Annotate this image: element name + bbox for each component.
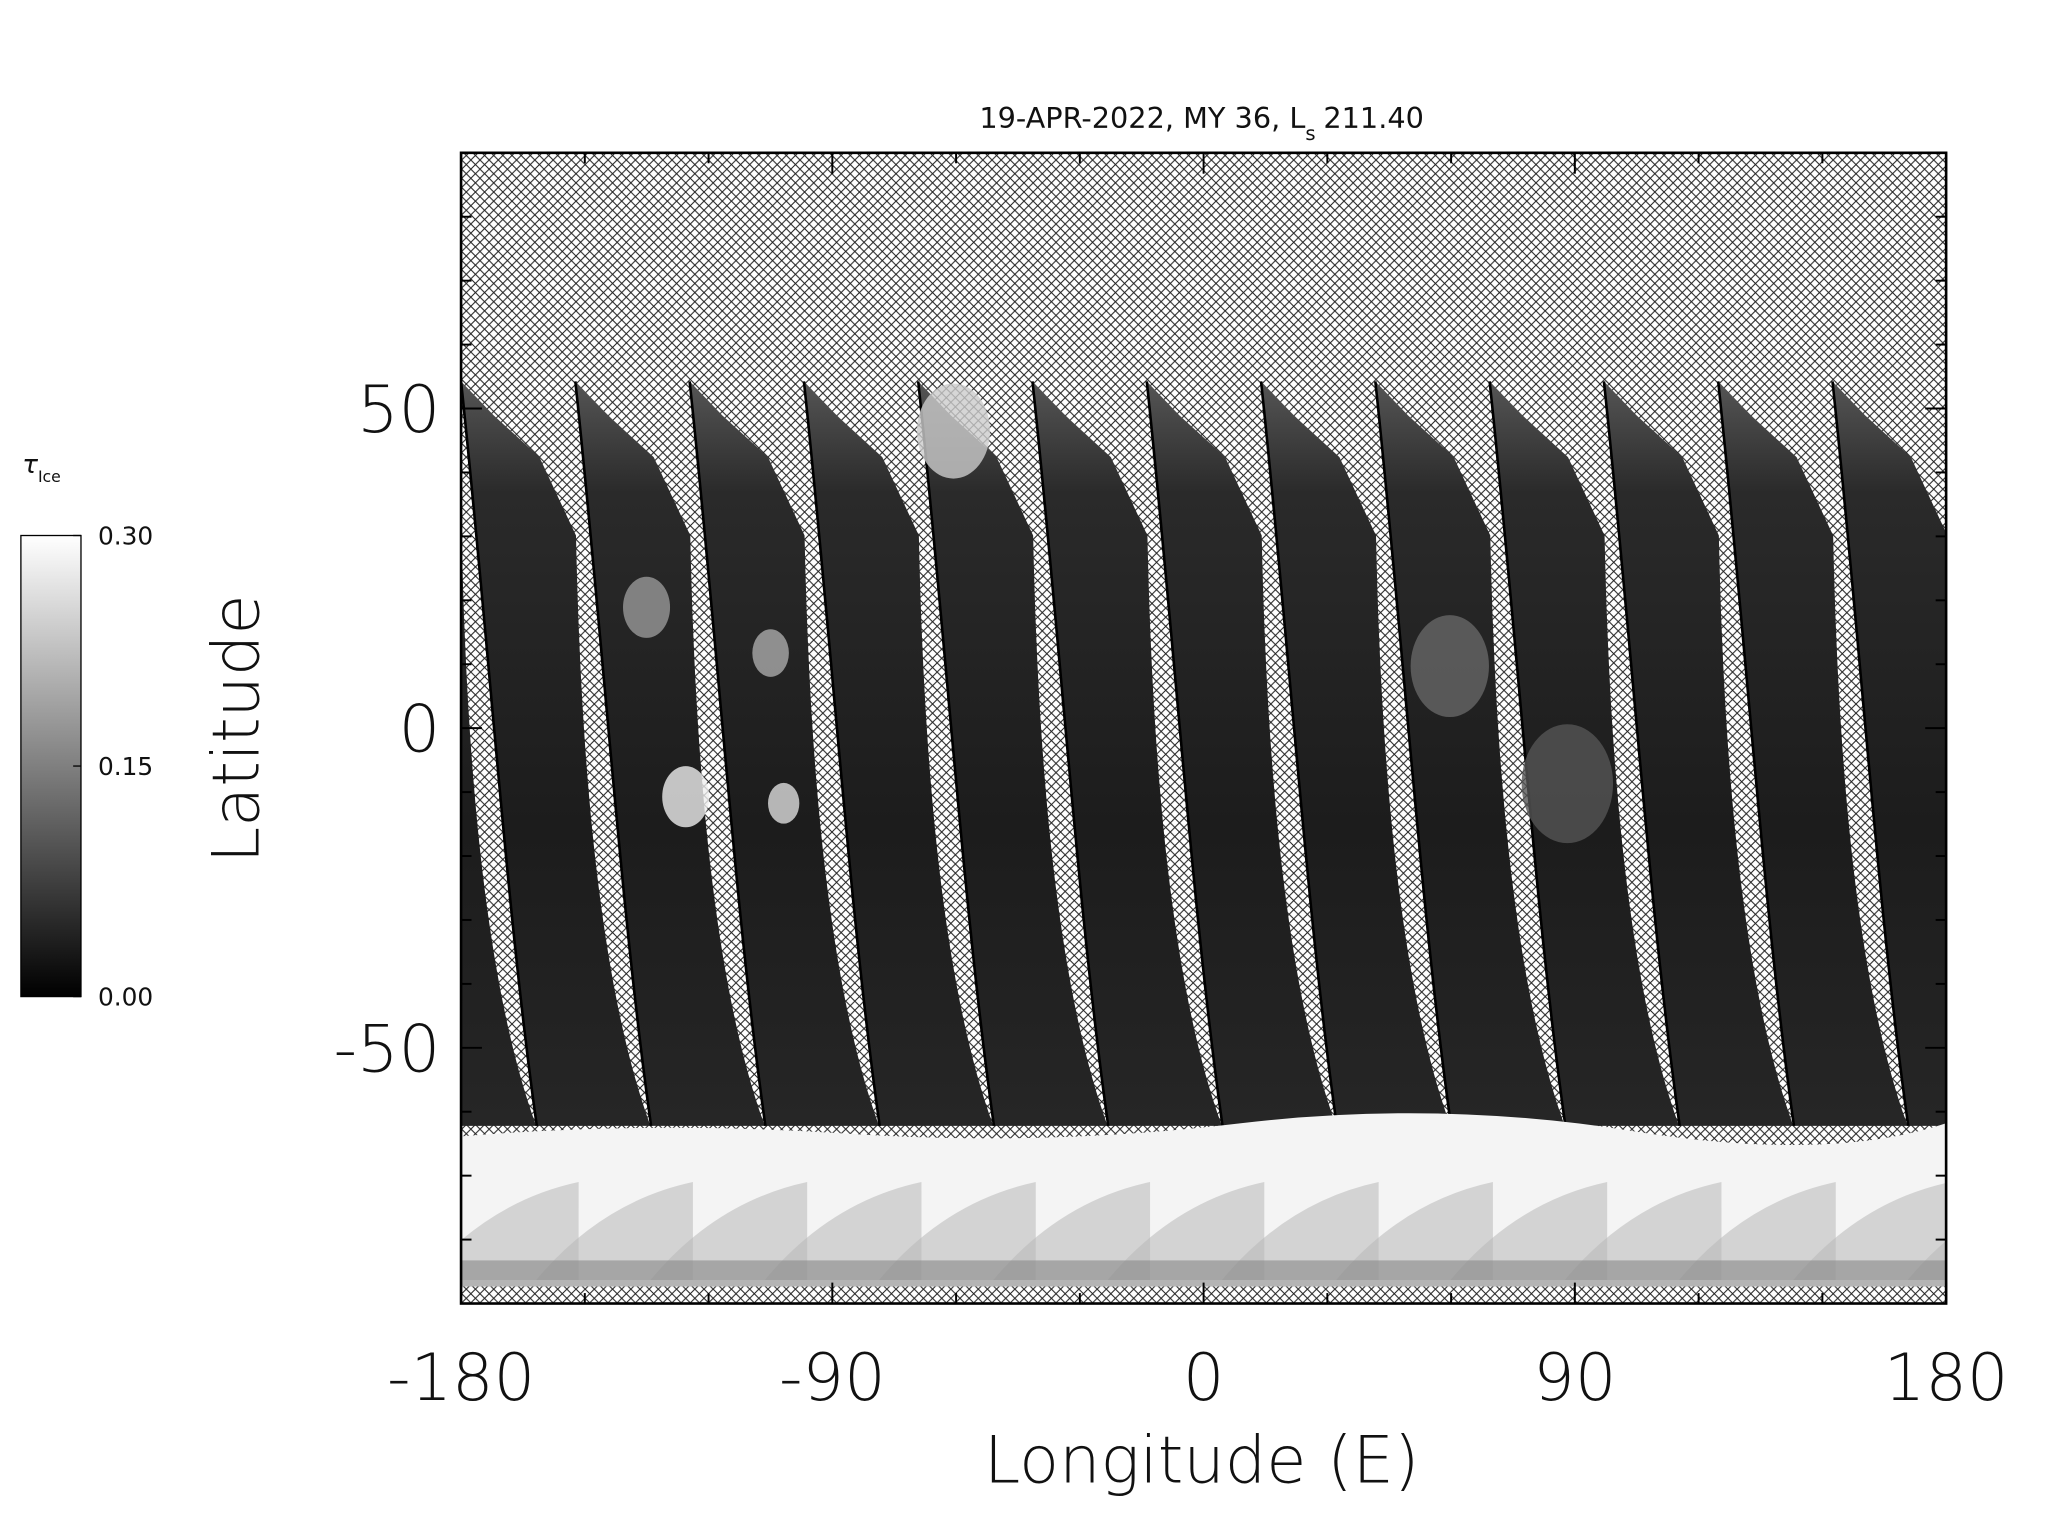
cap-shade <box>764 1182 922 1280</box>
swath <box>1603 381 1794 1126</box>
swath-edge <box>461 381 539 1127</box>
cloud <box>662 766 710 828</box>
swath <box>1832 381 1947 1126</box>
cap-shade <box>993 1182 1151 1280</box>
colorbar-tick-label: 0.00 <box>98 983 153 1012</box>
cloud <box>752 629 789 677</box>
swath-edge <box>1031 381 1110 1127</box>
colorbar-subscript: Ice <box>38 467 61 486</box>
title-value: 211.40 <box>1323 101 1424 135</box>
cap-shade <box>536 1182 693 1280</box>
colorbar-symbol: τ <box>22 450 38 480</box>
x-tick-label: 0 <box>1183 1340 1225 1416</box>
swath <box>1718 381 1908 1126</box>
swath <box>1375 381 1565 1126</box>
cap-shade <box>879 1182 1036 1280</box>
swath <box>461 381 651 1126</box>
colorbar-tick-label: 0.15 <box>98 752 153 781</box>
x-axis-label: Longitude (E) <box>984 1422 1419 1498</box>
x-tick-label: 90 <box>1533 1340 1616 1416</box>
cap-shade <box>461 1182 579 1280</box>
swath-edge <box>1831 381 1910 1127</box>
swath <box>575 381 765 1126</box>
cap-shade <box>650 1182 808 1280</box>
cap-shade <box>1336 1182 1493 1280</box>
swath-edge <box>916 381 996 1127</box>
y-tick-label: -50 <box>334 1011 441 1087</box>
colorbar-tick-label: 0.30 <box>98 522 153 551</box>
cloud <box>1410 615 1489 718</box>
title-text: 19-APR-2022, MY 36, L <box>979 101 1305 135</box>
cloud <box>916 383 991 479</box>
swath-edge <box>574 381 653 1127</box>
cap-shade <box>1221 1182 1379 1280</box>
x-tick-label: -180 <box>387 1340 535 1416</box>
swath <box>689 381 880 1126</box>
title-subscript: s <box>1305 122 1315 145</box>
x-tick-label: -90 <box>779 1340 886 1416</box>
swath <box>918 381 1108 1126</box>
x-tick-label: 180 <box>1884 1340 2009 1416</box>
cloud <box>768 782 800 824</box>
swath-edge <box>1716 381 1796 1127</box>
swath <box>1261 381 1451 1126</box>
colorbar-label: τIce <box>22 450 61 486</box>
swath <box>1032 381 1222 1126</box>
swath-edge <box>1602 381 1681 1127</box>
cap-shade <box>1450 1182 1608 1280</box>
swath-edge <box>1145 381 1224 1127</box>
swath <box>1146 381 1337 1126</box>
map-image <box>461 152 1947 1304</box>
y-axis-label: Latitude <box>199 594 275 863</box>
colorbar <box>20 534 82 998</box>
cap-shade <box>1793 1182 1947 1280</box>
swath-edge <box>1374 381 1453 1127</box>
cloud <box>623 576 671 638</box>
chart-title: 19-APR-2022, MY 36, Ls 211.40 <box>979 101 1424 145</box>
cap-shade <box>1107 1182 1265 1280</box>
y-tick-label: 50 <box>357 372 440 448</box>
y-tick-label: 0 <box>399 692 441 768</box>
cloud <box>1521 724 1614 844</box>
swath <box>803 381 994 1126</box>
swath-edge <box>802 381 881 1127</box>
swath <box>461 534 537 1126</box>
swath-edge <box>688 381 767 1127</box>
cap-shade <box>1564 1182 1722 1280</box>
cap-shade <box>1679 1182 1836 1280</box>
swath-edge <box>1259 381 1339 1127</box>
cap-band <box>461 1260 1947 1287</box>
